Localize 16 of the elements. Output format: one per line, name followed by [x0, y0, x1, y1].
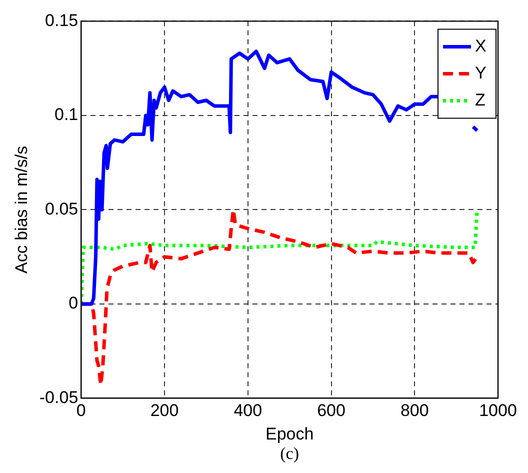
x-axis-title: Epoch [265, 424, 314, 444]
legend-label: X [475, 36, 486, 56]
y-tick-label: -0.05 [39, 388, 78, 407]
legend-label: Z [475, 90, 486, 110]
x-tick-label: 400 [234, 401, 262, 420]
x-tick-label: 200 [150, 401, 179, 420]
y-axis-title: Acc bias in m/s/s [12, 146, 31, 274]
y-tick-label: 0.05 [45, 199, 78, 218]
y-tick-label: 0 [68, 294, 78, 313]
y-tick-label: 0.15 [45, 10, 78, 30]
x-tick-label: 1000 [479, 401, 517, 420]
x-tick-label: 600 [317, 401, 346, 420]
legend-label: Y [475, 63, 486, 82]
y-tick-label: 0.1 [54, 105, 78, 124]
x-tick-label: 800 [400, 401, 429, 420]
text: (c) [280, 444, 300, 463]
